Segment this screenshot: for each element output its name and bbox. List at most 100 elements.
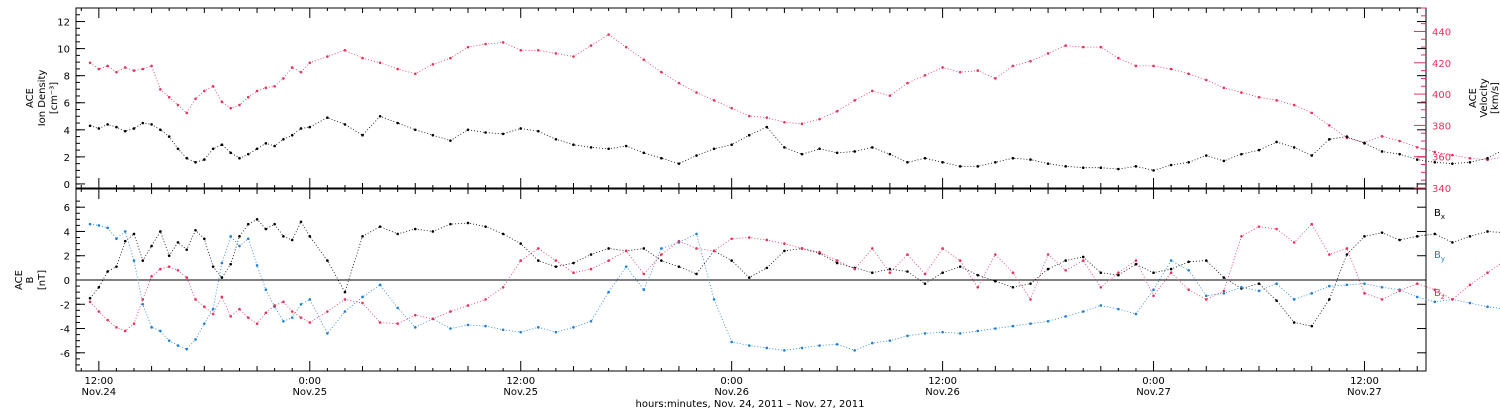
data-point (185, 276, 189, 279)
data-point (642, 272, 646, 276)
data-point (273, 222, 276, 226)
data-point (1204, 298, 1208, 301)
velocity-tick-label: 380 (1432, 121, 1451, 132)
data-point (1169, 259, 1173, 262)
y-tick-label: 0 (64, 276, 70, 287)
data-point (800, 152, 804, 156)
x-tick-time: 0:00 (720, 376, 742, 387)
data-point (203, 89, 206, 93)
bottom-left-axis-title-line-1: ACE (14, 270, 25, 290)
data-point (1363, 282, 1366, 285)
data-point (211, 84, 215, 88)
data-point (185, 111, 189, 115)
data-point (343, 310, 347, 313)
data-point (976, 329, 980, 333)
data-point (484, 131, 487, 134)
data-point (1134, 165, 1138, 168)
x-tick-time: 0:00 (1142, 376, 1164, 387)
data-point (343, 48, 347, 52)
data-point (88, 124, 92, 128)
data-point (97, 285, 101, 289)
data-point (519, 330, 523, 334)
data-point (1363, 292, 1366, 295)
data-point (537, 129, 540, 133)
data-point (220, 261, 224, 265)
x-tick-time: 0:00 (299, 376, 321, 387)
x-tick-date: Nov.26 (714, 387, 749, 398)
data-point (132, 259, 136, 262)
series-trace (89, 218, 1500, 327)
data-point (1204, 259, 1208, 262)
data-point (994, 160, 997, 164)
data-point (132, 232, 136, 236)
series-trace (90, 223, 1500, 351)
data-point (1257, 95, 1261, 99)
data-point (1240, 91, 1243, 94)
data-point (572, 143, 575, 146)
data-point (519, 127, 523, 130)
data-point (1310, 154, 1314, 157)
data-point (1415, 282, 1419, 285)
data-point (888, 267, 892, 271)
data-point (1099, 45, 1103, 49)
x-tick-time: 12:00 (1350, 376, 1379, 387)
data-point (413, 72, 417, 76)
data-point (1415, 235, 1419, 238)
data-point (238, 103, 241, 107)
y-tick-label: 6 (64, 203, 70, 214)
data-point (1081, 259, 1085, 262)
data-point (1415, 146, 1419, 149)
data-point (976, 165, 980, 168)
data-point (220, 100, 224, 104)
data-point (1468, 156, 1472, 160)
x-tick-time: 12:00 (928, 376, 957, 387)
y-tick-label: 12 (57, 18, 70, 29)
data-point (677, 162, 681, 165)
data-point (255, 89, 259, 93)
bottom-left-axis-title-line-2: B (25, 276, 36, 283)
top-left-axis-title-line-2: Ion Density (37, 70, 48, 127)
data-point (1204, 294, 1208, 298)
bottom-left-axis-title-line-3: [nT] (37, 270, 48, 290)
data-point (229, 151, 232, 155)
data-point (660, 247, 663, 250)
y-tick-label: 6 (64, 99, 70, 110)
data-point (1011, 271, 1015, 275)
data-point (712, 99, 716, 102)
data-point (326, 55, 329, 58)
data-point (238, 235, 241, 238)
data-point (185, 347, 189, 351)
data-point (1011, 324, 1015, 328)
data-point (1029, 158, 1032, 161)
legend-entry-z: Bz (1434, 288, 1445, 301)
data-point (88, 222, 92, 226)
data-point (1117, 56, 1120, 60)
data-point (1257, 289, 1261, 293)
y-tick-label: 8 (64, 72, 70, 83)
data-point (1064, 315, 1067, 318)
data-point (1169, 163, 1173, 167)
data-point (677, 265, 681, 268)
data-point (1117, 167, 1120, 171)
data-point (97, 224, 101, 227)
data-point (203, 237, 206, 241)
data-point (1081, 45, 1085, 49)
data-point (132, 69, 136, 72)
data-point (1415, 158, 1419, 161)
data-point (1451, 241, 1454, 244)
data-point (211, 307, 215, 311)
top-right-axis-title: ACE Velocity [km/s] (1468, 78, 1500, 117)
data-point (299, 127, 303, 130)
data-point (835, 110, 839, 113)
data-point (1187, 72, 1190, 76)
data-point (554, 265, 558, 268)
data-point (1152, 64, 1155, 68)
velocity-tick-label: 360 (1432, 153, 1451, 164)
data-point (1257, 148, 1261, 152)
data-point (818, 344, 821, 347)
data-point (132, 127, 136, 130)
x-tick-date: Nov.27 (1136, 387, 1171, 398)
data-points (88, 33, 1500, 352)
series-trace (89, 115, 1500, 171)
data-point (1011, 285, 1015, 289)
